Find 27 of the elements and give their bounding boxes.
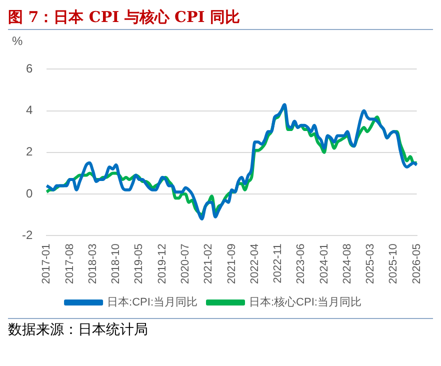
- x-tick-label: 2025-03: [364, 244, 377, 284]
- y-tick-label: 6: [26, 62, 33, 76]
- x-tick-label: 2017-08: [64, 244, 76, 284]
- x-tick-label: 2022-04: [248, 244, 261, 284]
- x-tick-label: 2026-05: [410, 244, 423, 284]
- y-axis-title: %: [12, 34, 24, 48]
- source-note: 数据来源：日本统计局: [8, 321, 433, 339]
- x-tick-label: 2025-10: [388, 244, 400, 284]
- y-tick-label: 4: [26, 103, 33, 118]
- x-tick-label: 2019-12: [156, 244, 168, 284]
- y-tick-label: 2: [26, 144, 33, 159]
- x-tick-label: 2022-11: [272, 244, 284, 284]
- x-tick-label: 2019-05: [133, 244, 146, 284]
- chart-title: 图 7：日本 CPI 与核心 CPI 同比: [8, 8, 433, 30]
- y-tick-label: -2: [22, 228, 33, 242]
- x-tick-label: 2024-01: [318, 244, 330, 284]
- x-tick-label: 2021-09: [226, 244, 238, 284]
- legend-label: 日本:CPI:当月同比: [107, 296, 198, 309]
- x-tick-label: 2017-01: [40, 244, 53, 284]
- x-tick-label: 2018-03: [86, 244, 99, 284]
- x-tick-label: 2018-10: [110, 244, 122, 284]
- legend-label: 日本:核心CPI:当月同比: [249, 296, 362, 309]
- x-tick-label: 2024-08: [341, 244, 354, 284]
- y-tick-label: 0: [26, 186, 33, 200]
- x-tick-label: 2020-07: [180, 244, 192, 284]
- x-tick-label: 2021-02: [202, 244, 215, 284]
- x-tick-label: 2023-06: [295, 244, 308, 284]
